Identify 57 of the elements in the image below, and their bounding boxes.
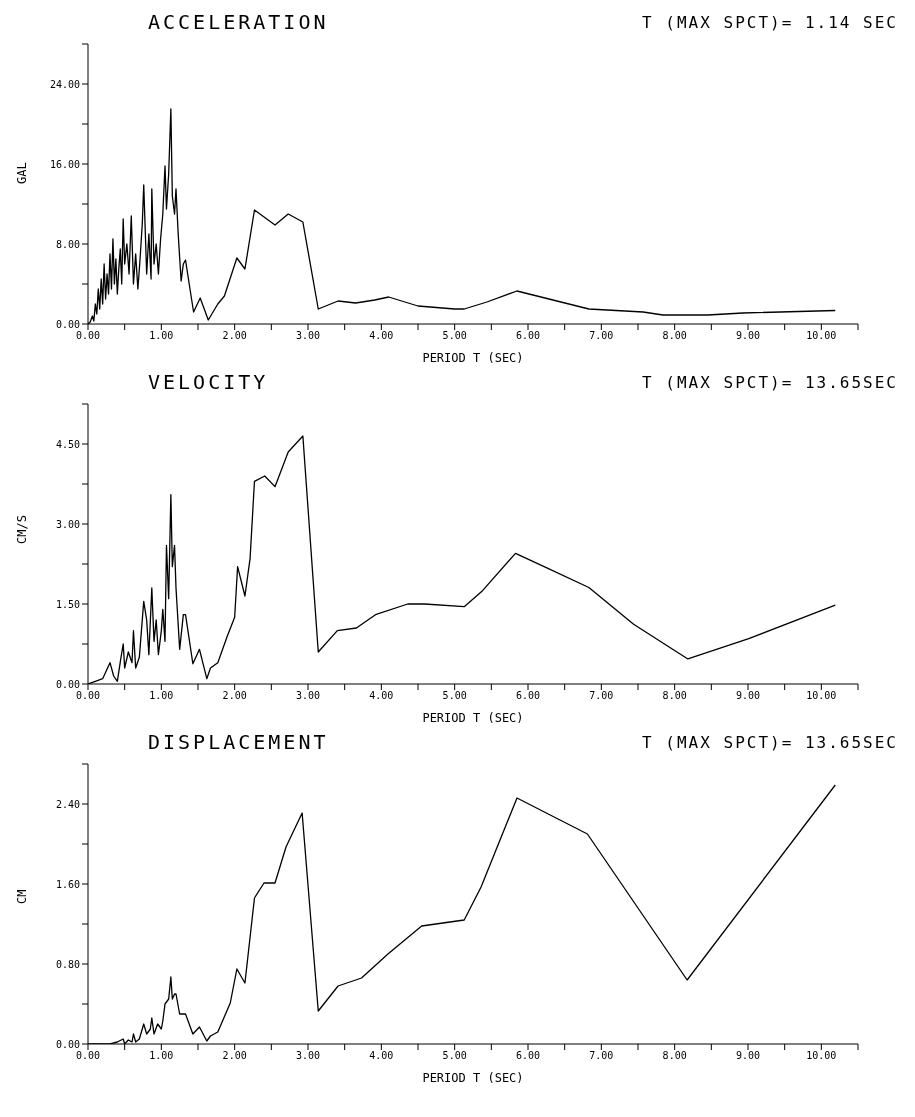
chart-subtitle: T (MAX SPCT)= 13.65SEC bbox=[642, 372, 898, 392]
x-tick-label: 8.00 bbox=[662, 330, 687, 342]
chart-title: DISPLACEMENT bbox=[148, 730, 329, 754]
x-tick-label: 2.00 bbox=[222, 690, 247, 702]
y-axis-title: CM/S bbox=[15, 515, 30, 544]
y-tick-label: 1.60 bbox=[55, 878, 80, 890]
x-tick-label: 1.00 bbox=[149, 1050, 174, 1062]
x-tick-label: 4.00 bbox=[369, 330, 394, 342]
y-tick-label: 16.00 bbox=[49, 158, 80, 170]
y-tick-label: 0.00 bbox=[55, 678, 80, 690]
x-axis-title: PERIOD T (SEC) bbox=[422, 711, 524, 725]
chart-subtitle: T (MAX SPCT)= 1.14 SEC bbox=[642, 12, 898, 32]
x-tick-label: 3.00 bbox=[295, 690, 321, 702]
x-tick-label: 10.00 bbox=[806, 1050, 837, 1062]
x-tick-label: 9.00 bbox=[735, 1050, 761, 1062]
x-tick-label: 6.00 bbox=[515, 1050, 541, 1062]
x-tick-label: 0.00 bbox=[75, 1050, 101, 1062]
y-tick-label: 4.50 bbox=[55, 438, 80, 450]
x-tick-label: 1.00 bbox=[149, 330, 174, 342]
chart-title: ACCELERATION bbox=[148, 10, 329, 34]
x-tick-label: 1.00 bbox=[149, 690, 174, 702]
x-tick-label: 4.00 bbox=[369, 1050, 394, 1062]
x-tick-label: 8.00 bbox=[662, 690, 687, 702]
x-tick-label: 5.00 bbox=[442, 1050, 467, 1062]
x-tick-label: 10.00 bbox=[806, 330, 837, 342]
x-tick-label: 10.00 bbox=[806, 690, 837, 702]
x-tick-label: 6.00 bbox=[515, 690, 541, 702]
y-tick-label: 24.00 bbox=[49, 78, 80, 90]
x-tick-label: 3.00 bbox=[295, 1050, 321, 1062]
y-tick-label: 0.00 bbox=[55, 318, 80, 330]
x-tick-label: 9.00 bbox=[735, 690, 761, 702]
y-tick-label: 0.00 bbox=[55, 1038, 80, 1050]
y-tick-label: 8.00 bbox=[55, 238, 80, 250]
x-tick-label: 9.00 bbox=[735, 330, 761, 342]
x-tick-label: 5.00 bbox=[442, 690, 467, 702]
x-axis-title: PERIOD T (SEC) bbox=[422, 351, 524, 365]
x-tick-label: 7.00 bbox=[589, 690, 614, 702]
x-tick-label: 0.00 bbox=[75, 330, 101, 342]
y-tick-label: 0.80 bbox=[55, 958, 80, 970]
x-tick-label: 7.00 bbox=[589, 330, 614, 342]
x-tick-label: 0.00 bbox=[75, 690, 101, 702]
x-tick-label: 5.00 bbox=[442, 330, 467, 342]
x-tick-label: 6.00 bbox=[515, 330, 541, 342]
y-tick-label: 3.00 bbox=[55, 518, 80, 530]
y-axis-title: GAL bbox=[15, 162, 30, 184]
x-axis-title: PERIOD T (SEC) bbox=[422, 1071, 524, 1085]
x-tick-label: 2.00 bbox=[222, 330, 247, 342]
chart-subtitle: T (MAX SPCT)= 13.65SEC bbox=[642, 732, 898, 752]
x-tick-label: 7.00 bbox=[589, 1050, 614, 1062]
chart-title: VELOCITY bbox=[148, 370, 269, 394]
x-tick-label: 2.00 bbox=[222, 1050, 247, 1062]
y-tick-label: 2.40 bbox=[55, 798, 80, 810]
x-tick-label: 4.00 bbox=[369, 690, 394, 702]
x-tick-label: 3.00 bbox=[295, 330, 321, 342]
x-tick-label: 8.00 bbox=[662, 1050, 687, 1062]
y-tick-label: 1.50 bbox=[55, 598, 80, 610]
y-axis-title: CM bbox=[15, 889, 30, 904]
